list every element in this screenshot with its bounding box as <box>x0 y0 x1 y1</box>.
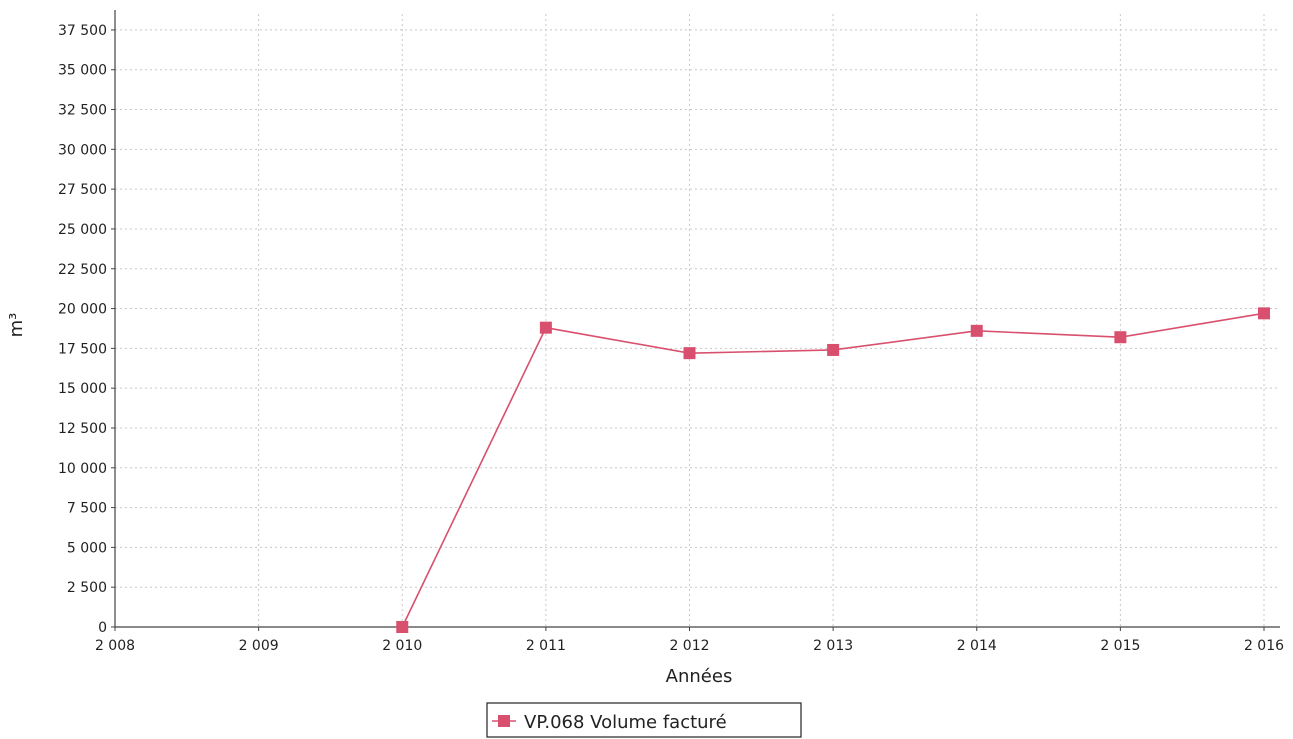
grid <box>115 14 1280 627</box>
y-tick-label: 32 500 <box>58 103 107 119</box>
y-tick-label: 20 000 <box>58 302 107 318</box>
y-tick-label: 12 500 <box>58 421 107 437</box>
data-point <box>827 343 840 356</box>
x-tick-label: 2 012 <box>669 638 709 654</box>
y-tick-label: 17 500 <box>58 341 107 357</box>
x-tick-label: 2 015 <box>1100 638 1140 654</box>
x-tick-label: 2 009 <box>239 638 279 654</box>
x-tick-label: 2 014 <box>957 638 997 654</box>
y-tick-label: 27 500 <box>58 182 107 198</box>
x-tick-labels: 2 008 2 009 2 010 2 011 2 012 2 013 2 014 2 015… <box>95 638 1284 654</box>
y-tick-label: 10 000 <box>58 461 107 477</box>
y-tick-label: 2 500 <box>67 580 107 596</box>
axes <box>111 10 1280 631</box>
data-point <box>970 324 983 337</box>
data-point <box>539 321 552 334</box>
data-point <box>1114 331 1127 344</box>
data-point <box>683 347 696 360</box>
x-axis-title: Années <box>666 666 733 687</box>
y-tick-label: 37 500 <box>58 23 107 39</box>
x-tick-label: 2 013 <box>813 638 853 654</box>
series-layer <box>396 307 1270 633</box>
y-tick-label: 7 500 <box>67 501 107 517</box>
x-tick-label: 2 011 <box>526 638 566 654</box>
data-point <box>1258 307 1270 320</box>
x-tick-label: 2 016 <box>1244 638 1284 654</box>
legend-box <box>486 702 802 738</box>
y-tick-label: 15 000 <box>58 381 107 397</box>
y-tick-label: 25 000 <box>58 222 107 238</box>
y-tick-label: 35 000 <box>58 63 107 79</box>
legend: VP.068 Volume facturé <box>486 702 802 738</box>
y-tick-labels: 0 2 500 5 000 7 500 10 000 12 500 15 000 17 500… <box>58 23 107 636</box>
y-tick-label: 22 500 <box>58 262 107 278</box>
y-tick-label: 30 000 <box>58 142 107 158</box>
data-point <box>396 621 409 633</box>
y-axis-title: m³ <box>6 313 27 338</box>
x-tick-label: 2 008 <box>95 638 135 654</box>
y-tick-label: 5 000 <box>67 540 107 556</box>
y-tick-label: 0 <box>98 620 107 636</box>
legend-label: VP.068 Volume facturé <box>524 712 727 733</box>
legend-marker-swatch <box>498 715 510 727</box>
x-tick-label: 2 010 <box>382 638 422 654</box>
